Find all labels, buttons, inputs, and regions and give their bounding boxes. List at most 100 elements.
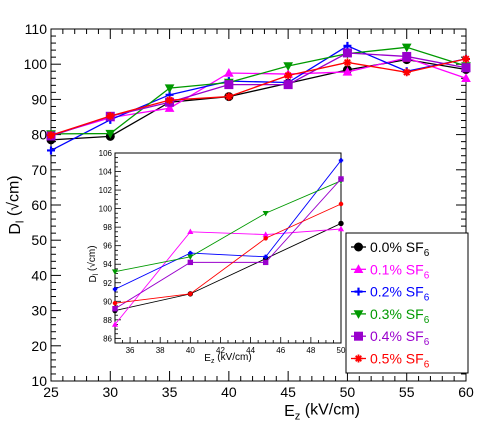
- inset-y-tick-label: 86: [103, 334, 112, 343]
- y-tick-label: 50: [31, 232, 47, 248]
- data-point: [283, 80, 293, 90]
- inset-plot-frame: [114, 152, 342, 344]
- inset-y-tick-label: 102: [99, 186, 113, 195]
- series-line: [50, 58, 467, 141]
- inset-y-tick-label: 88: [103, 316, 112, 325]
- inset-data-point: [112, 300, 118, 306]
- y-axis-label: Dl (√cm): [6, 175, 27, 234]
- inset-data-point: [187, 259, 194, 266]
- inset-data-point: [188, 291, 193, 297]
- inset-data-point: [187, 228, 194, 235]
- inset-x-tick-label: 36: [126, 346, 135, 355]
- data-point: [106, 111, 115, 120]
- inset-x-tick-label: 42: [216, 346, 225, 355]
- inset-series-2: [112, 158, 344, 292]
- inset-data-point: [111, 269, 119, 275]
- data-point: [164, 84, 175, 94]
- inset-data-point: [112, 306, 118, 312]
- inset-data-point: [338, 176, 344, 182]
- legend-marker: [354, 242, 363, 252]
- inset-data-point: [338, 220, 344, 227]
- data-point: [461, 63, 471, 73]
- data-point: [343, 58, 352, 67]
- x-tick-label: 25: [43, 384, 59, 400]
- legend-marker: [354, 354, 363, 363]
- inset-data-point: [337, 225, 345, 232]
- x-tick-label: 35: [162, 384, 178, 400]
- main-x-axis: 25 30 35 40 45 50 55 60: [43, 29, 474, 400]
- y-tick-label: 70: [31, 162, 47, 178]
- inset-x-tick-label: 46: [276, 346, 285, 355]
- data-point: [47, 131, 55, 140]
- inset-series-line: [114, 160, 342, 290]
- y-tick-label: 40: [31, 267, 47, 283]
- inset-y-tick-label: 92: [103, 279, 112, 288]
- inset-data-point: [263, 236, 268, 241]
- legend-entry: 0.1% SF6: [351, 261, 430, 281]
- series-line: [50, 46, 467, 135]
- inset-x-tick-label: 44: [246, 346, 255, 355]
- series-line: [50, 58, 467, 136]
- data-point: [224, 80, 234, 90]
- inset-series-line: [114, 180, 342, 273]
- legend-label: 0.5% SF6: [370, 351, 430, 371]
- series-line: [50, 52, 467, 137]
- legend-label: 0.3% SF6: [370, 306, 430, 326]
- data-point: [105, 129, 116, 139]
- inset-series-line: [114, 203, 342, 304]
- legend-entry: 0.4% SF6: [351, 328, 430, 348]
- inset-data-point: [111, 321, 119, 327]
- x-tick-label: 55: [399, 384, 415, 400]
- data-point: [165, 96, 174, 105]
- series-1: [46, 52, 471, 140]
- inset-data-point: [187, 254, 194, 261]
- inset-y-tick-label: 104: [99, 168, 113, 177]
- inset-x-axis-label: Ez (kV/cm): [204, 352, 251, 365]
- series-5: [47, 54, 470, 140]
- x-tick-label: 50: [340, 384, 356, 400]
- inset-y-tick-label: 98: [103, 223, 112, 232]
- y-tick-label: 80: [31, 127, 47, 143]
- legend-entry: 0.5% SF6: [351, 351, 430, 371]
- legend-label: 0.2% SF6: [370, 284, 430, 304]
- inset-data-point: [338, 201, 344, 207]
- inset-x-tick-label: 38: [156, 346, 165, 355]
- y-tick-label: 100: [24, 56, 48, 72]
- x-tick-label: 60: [458, 384, 474, 400]
- data-point: [342, 66, 353, 76]
- data-point: [462, 54, 470, 63]
- y-tick-label: 30: [31, 303, 47, 319]
- legend-marker: [354, 331, 363, 341]
- inset-y-axis-label: Dl (√cm): [86, 245, 100, 282]
- series-line: [50, 45, 467, 152]
- inset-x-axis: 36 38 40 42 44 46 48 50: [114, 337, 346, 355]
- inset-data-point: [262, 259, 269, 266]
- legend-box: [345, 232, 469, 374]
- inset-y-tick-label: 96: [103, 242, 112, 251]
- inset-x-tick-label: 50: [337, 346, 346, 355]
- legend-label: 0.4% SF6: [370, 328, 430, 348]
- data-point: [401, 43, 412, 53]
- inset-y-tick-label: 90: [103, 297, 112, 306]
- data-point: [283, 62, 293, 71]
- y-tick-label: 20: [31, 338, 47, 354]
- inset-x-tick-label: 48: [306, 346, 315, 355]
- inset-series-line: [114, 228, 342, 325]
- inset-x-tick-label: 40: [186, 346, 195, 355]
- legend-entry: 0.3% SF6: [351, 306, 430, 326]
- y-tick-label: 10: [31, 373, 47, 389]
- inset-series-line: [114, 223, 342, 312]
- x-tick-label: 30: [102, 384, 118, 400]
- data-point: [284, 71, 293, 80]
- data-point: [224, 67, 234, 77]
- legend-label: 0.0% SF6: [370, 239, 430, 259]
- data-point: [342, 48, 352, 58]
- y-tick-label: 110: [25, 21, 48, 37]
- inset-y-tick-label: 106: [99, 149, 113, 158]
- inset-series-1: [111, 225, 345, 327]
- legend-marker: [353, 264, 364, 273]
- data-point: [164, 103, 175, 112]
- legend-entry: 0.2% SF6: [351, 284, 430, 304]
